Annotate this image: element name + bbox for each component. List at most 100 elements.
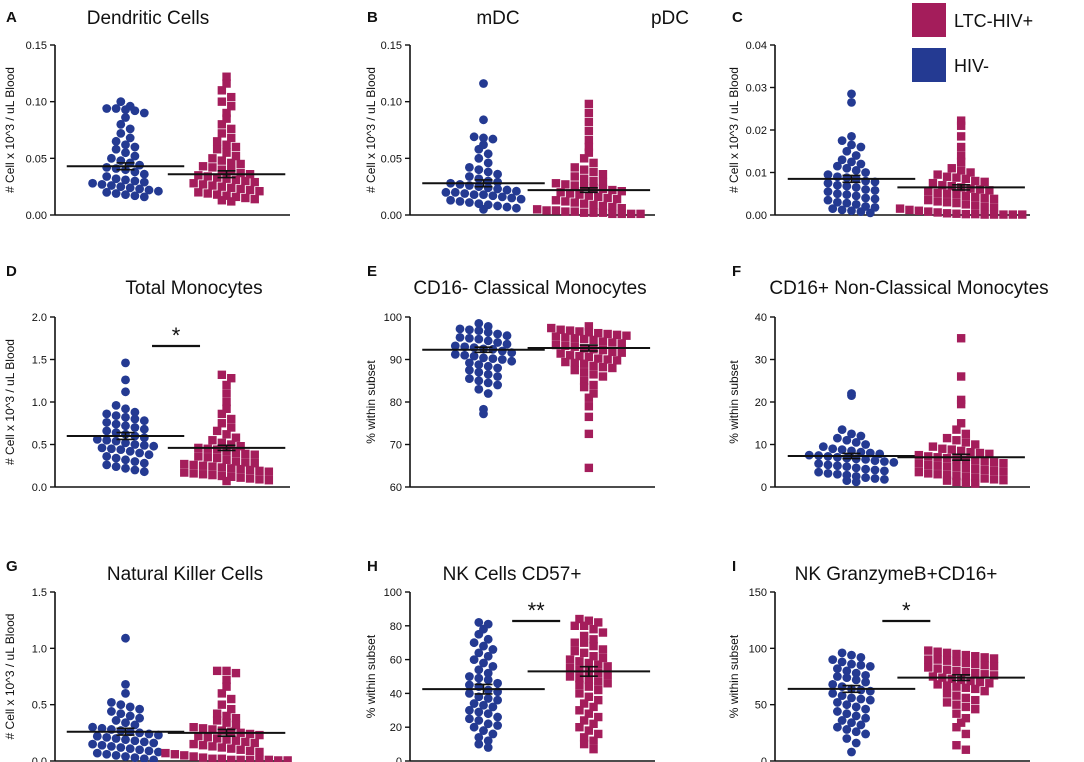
data-point bbox=[102, 732, 112, 742]
data-point bbox=[589, 370, 598, 379]
data-point bbox=[217, 86, 227, 95]
data-point bbox=[612, 330, 622, 340]
data-point bbox=[942, 476, 952, 485]
data-point bbox=[483, 743, 493, 752]
data-point bbox=[584, 675, 594, 685]
data-point bbox=[493, 177, 502, 187]
data-point bbox=[227, 472, 236, 481]
data-point bbox=[594, 695, 603, 705]
data-point bbox=[828, 679, 838, 689]
data-point bbox=[847, 89, 856, 99]
data-point bbox=[966, 184, 975, 193]
data-point bbox=[989, 475, 999, 484]
data-point bbox=[222, 430, 231, 439]
data-point bbox=[144, 185, 154, 195]
data-point bbox=[236, 184, 245, 194]
data-point bbox=[842, 146, 852, 156]
data-point bbox=[971, 440, 980, 449]
data-point bbox=[870, 465, 880, 475]
data-point bbox=[111, 750, 121, 760]
data-point bbox=[842, 666, 852, 676]
data-point bbox=[952, 471, 961, 481]
data-point bbox=[598, 201, 608, 211]
panel-label-g: G bbox=[6, 558, 18, 575]
data-point bbox=[971, 176, 980, 186]
data-point bbox=[952, 198, 961, 208]
data-point bbox=[598, 177, 608, 187]
data-point bbox=[833, 161, 842, 171]
data-point bbox=[474, 707, 484, 717]
data-point bbox=[479, 133, 488, 143]
data-point bbox=[971, 652, 980, 661]
data-point bbox=[818, 442, 828, 452]
data-point bbox=[856, 431, 866, 441]
data-point bbox=[584, 352, 594, 362]
data-point bbox=[139, 467, 149, 477]
data-point bbox=[856, 720, 866, 730]
data-point bbox=[465, 672, 474, 681]
data-point bbox=[222, 447, 231, 456]
data-point bbox=[493, 169, 502, 179]
data-point bbox=[842, 181, 852, 191]
data-point bbox=[474, 629, 484, 639]
data-point bbox=[966, 447, 975, 457]
series-hiv-neg-h bbox=[422, 618, 545, 752]
y-axis-label-c: # Cell x 10^3 / uL Blood bbox=[727, 67, 741, 193]
data-point bbox=[121, 190, 130, 200]
data-point bbox=[851, 711, 861, 721]
data-point bbox=[465, 198, 474, 207]
series-ltc-hiv-pos-g bbox=[161, 666, 292, 762]
data-point bbox=[102, 172, 112, 181]
data-point bbox=[589, 158, 598, 168]
data-point bbox=[589, 389, 598, 398]
y-tick-label-i: 50 bbox=[755, 700, 767, 712]
data-point bbox=[264, 476, 274, 485]
data-point bbox=[474, 732, 484, 742]
data-point bbox=[952, 477, 961, 487]
data-point bbox=[565, 672, 575, 681]
data-point bbox=[608, 347, 617, 357]
data-point bbox=[589, 652, 598, 661]
data-point bbox=[502, 331, 512, 341]
data-point bbox=[952, 209, 961, 218]
data-point bbox=[111, 419, 121, 429]
data-point bbox=[980, 474, 989, 483]
y-tick-label-b: 0.10 bbox=[381, 97, 402, 109]
data-point bbox=[547, 323, 556, 333]
data-point bbox=[236, 745, 245, 754]
data-point bbox=[856, 447, 866, 457]
data-point bbox=[971, 668, 980, 678]
data-point bbox=[198, 461, 208, 470]
data-point bbox=[180, 468, 189, 477]
data-point bbox=[212, 145, 222, 154]
data-point bbox=[598, 337, 608, 346]
data-point bbox=[575, 680, 584, 690]
data-point bbox=[189, 723, 198, 732]
data-point bbox=[208, 436, 217, 445]
data-point bbox=[584, 99, 594, 109]
data-point bbox=[961, 745, 971, 754]
data-point bbox=[92, 748, 102, 758]
data-point bbox=[570, 207, 579, 216]
data-point bbox=[861, 670, 870, 680]
data-point bbox=[947, 674, 956, 683]
data-point bbox=[469, 351, 479, 361]
data-point bbox=[208, 742, 217, 751]
data-point bbox=[125, 446, 135, 456]
data-point bbox=[833, 707, 842, 716]
data-point bbox=[956, 166, 966, 175]
data-point bbox=[88, 739, 97, 749]
data-point bbox=[579, 638, 589, 647]
data-point bbox=[250, 738, 259, 748]
data-point bbox=[149, 755, 159, 762]
data-point bbox=[121, 735, 130, 744]
data-point bbox=[551, 196, 561, 205]
data-point bbox=[579, 368, 589, 377]
y-tick-label-h: 20 bbox=[390, 722, 402, 734]
y-tick-label-g: 0.0 bbox=[32, 756, 47, 762]
data-point bbox=[479, 726, 488, 735]
data-point bbox=[837, 425, 847, 435]
data-point bbox=[483, 634, 493, 644]
data-point bbox=[842, 725, 852, 734]
data-point bbox=[460, 350, 470, 360]
